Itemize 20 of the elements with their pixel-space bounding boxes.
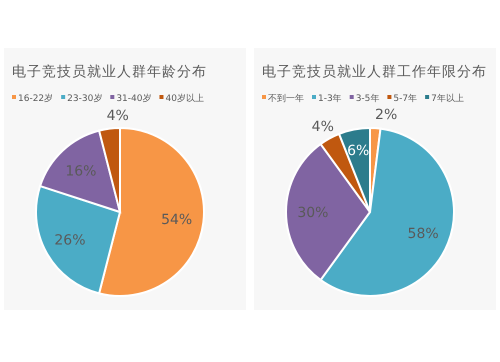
legend-label: 40岁以上	[165, 93, 204, 104]
legend-label: 5-7年	[393, 93, 418, 104]
data-label: 54%	[161, 212, 192, 228]
data-label: 26%	[54, 232, 86, 249]
data-label: 58%	[408, 226, 439, 242]
chart-title: 电子竞技员就业人群工作年限分布	[262, 64, 487, 80]
legend-label: 7年以上	[431, 93, 464, 104]
legend-label: 不到一年	[268, 93, 304, 104]
chart-title: 电子竞技员就业人群年龄分布	[12, 64, 207, 80]
data-label: 6%	[347, 143, 370, 160]
data-label: 2%	[375, 107, 398, 124]
legend-label: 1-3年	[318, 93, 342, 104]
legend-label: 31-40岁	[116, 93, 152, 104]
data-label: 16%	[65, 163, 96, 180]
legend-label: 3-5年	[356, 93, 380, 104]
data-label: 4%	[106, 108, 129, 124]
data-label: 4%	[312, 119, 334, 136]
legend-label: 23-30岁	[67, 93, 102, 104]
data-label: 30%	[297, 205, 328, 221]
legend-label: 16-22岁	[18, 93, 54, 104]
